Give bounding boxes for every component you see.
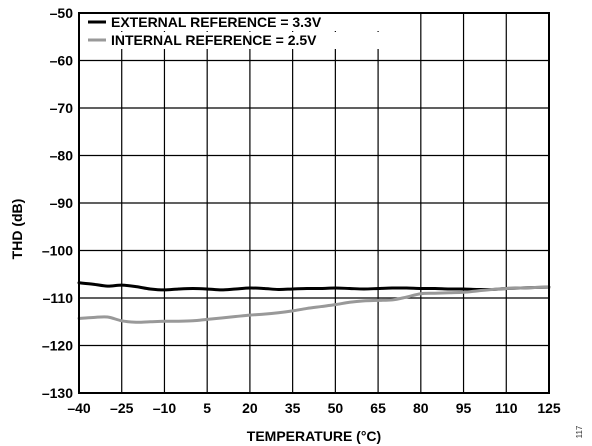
legend-label: INTERNAL REFERENCE = 2.5V (111, 32, 317, 48)
y-tick-label: –110 (43, 290, 74, 306)
series-line-external-reference (77, 281, 551, 292)
x-tick-label: 110 (495, 400, 518, 416)
x-tick-label: 95 (456, 400, 472, 416)
x-tick-label: –40 (67, 400, 91, 416)
y-tick-label: –130 (42, 385, 73, 401)
y-tick-label: –50 (50, 5, 74, 21)
series-lines (77, 281, 551, 324)
x-tick-labels: –40 –25 –10 5 20 35 50 65 80 95 110 125 (67, 400, 561, 416)
x-tick-label: 65 (370, 400, 386, 416)
legend-background (85, 14, 390, 31)
y-tick-label: –80 (50, 148, 74, 164)
y-tick-label: –60 (50, 53, 74, 69)
legend-label: EXTERNAL REFERENCE = 3.3V (111, 14, 322, 30)
x-tick-label: –10 (153, 400, 177, 416)
y-axis-title: THD (dB) (9, 199, 25, 260)
series-line-internal-reference (77, 285, 551, 324)
x-tick-label: 5 (203, 400, 211, 416)
y-tick-label: –90 (50, 195, 74, 211)
legend-background (85, 32, 390, 49)
grid (78, 12, 550, 394)
plot-frame (78, 12, 550, 394)
x-tick-label: 80 (413, 400, 429, 416)
x-axis-title: TEMPERATURE (°C) (247, 428, 381, 444)
y-tick-label: –100 (42, 243, 73, 259)
y-tick-label: –70 (50, 100, 74, 116)
x-tick-label: –25 (110, 400, 134, 416)
figure-id: 117 (575, 425, 584, 438)
x-tick-label: 125 (537, 400, 561, 416)
y-tick-labels: –50 –60 –70 –80 –90 –100 –110 –120 –130 (42, 5, 73, 401)
plot-border (78, 12, 550, 394)
y-tick-label: –120 (42, 338, 73, 354)
x-tick-label: 50 (328, 400, 344, 416)
x-tick-label: 35 (285, 400, 301, 416)
legend: EXTERNAL REFERENCE = 3.3V INTERNAL REFERE… (85, 14, 390, 49)
x-tick-label: 20 (242, 400, 258, 416)
